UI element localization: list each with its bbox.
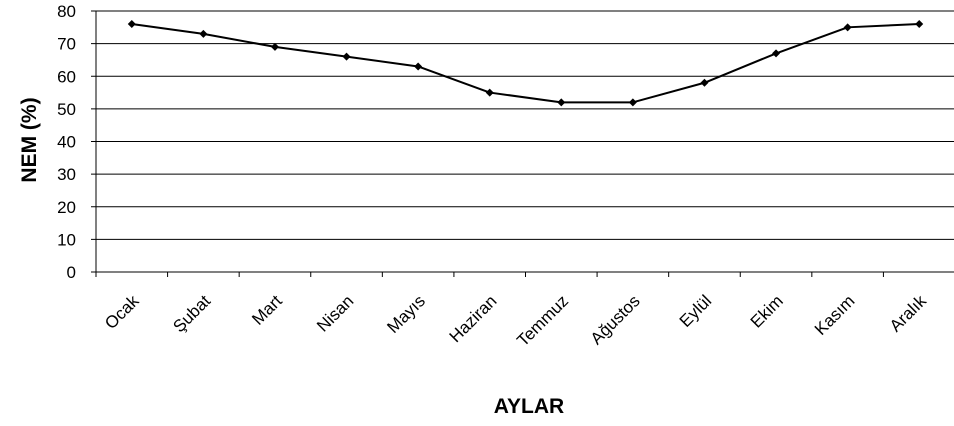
data-point-Eylül [700, 78, 709, 87]
data-point-Ağustos [628, 98, 637, 107]
x-tick-label-1: Ocak [101, 291, 143, 333]
y-tick-label-10: 10 [57, 230, 76, 249]
x-tick-label-6: Haziran [446, 291, 501, 346]
y-tick-label-50: 50 [57, 100, 76, 119]
x-tick-label-12: Aralık [886, 291, 931, 336]
y-tick-label-30: 30 [57, 165, 76, 184]
data-point-Temmuz [557, 98, 566, 107]
data-point-Ocak [127, 20, 136, 29]
data-point-Ekim [772, 49, 781, 58]
data-point-Şubat [199, 29, 208, 38]
x-tick-label-7: Temmuz [513, 291, 572, 350]
gridlines [96, 10, 954, 240]
x-tick-label-8: Ağustos [587, 291, 644, 348]
data-point-Haziran [485, 88, 494, 97]
x-tick-label-5: Mayıs [383, 291, 428, 336]
data-point-Kasım [843, 23, 852, 32]
x-tick-label-10: Ekim [747, 291, 787, 331]
y-tick-label-0: 0 [67, 263, 76, 282]
y-tick-label-80: 80 [57, 2, 76, 21]
data-point-Mart [270, 42, 279, 51]
x-tick-label-11: Kasım [811, 291, 859, 339]
x-axis-ticks: Ocak Şubat Mart Nisan Mayıs Haziran Temmuz Ağus… [95, 272, 931, 350]
y-tick-label-70: 70 [57, 35, 76, 54]
y-axis-title: NEM (%) [18, 97, 41, 182]
y-tick-label-60: 60 [57, 67, 76, 86]
x-tick-label-4: Nisan [313, 291, 357, 335]
x-tick-label-9: Eylül [676, 291, 715, 330]
series-group [127, 20, 924, 107]
y-tick-label-20: 20 [57, 198, 76, 217]
y-tick-label-40: 40 [57, 133, 76, 152]
x-tick-label-3: Mart [248, 291, 286, 329]
data-point-Aralık [915, 20, 924, 29]
data-point-Mayıs [414, 62, 423, 71]
series-line-0 [131, 23, 920, 104]
x-axis-title: AYLAR [494, 395, 564, 418]
y-axis-ticks: 0 10 20 30 40 50 60 70 80 [57, 2, 96, 282]
x-tick-label-2: Şubat [169, 291, 214, 336]
data-point-Nisan [342, 52, 351, 61]
